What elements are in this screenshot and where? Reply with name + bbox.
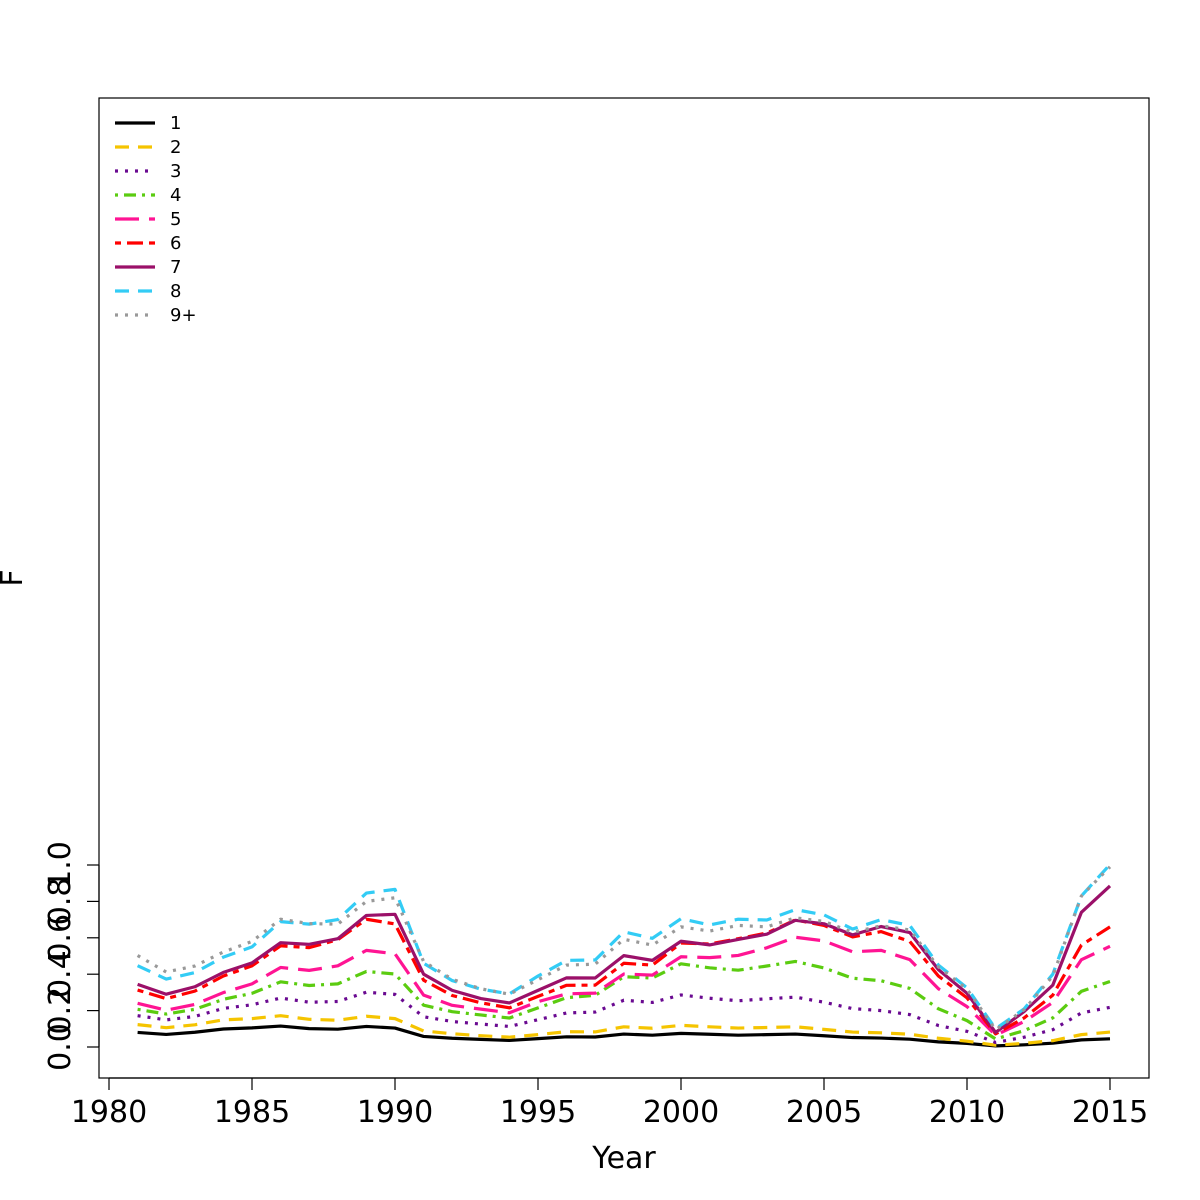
legend-label: 8	[170, 281, 181, 302]
x-axis-title: Year	[591, 1141, 656, 1176]
x-axis: 1980 1985 1990 1995 2000 2005 2010 2015	[71, 1077, 1148, 1130]
legend-label: 5	[170, 209, 181, 230]
x-tick-label: 2005	[786, 1095, 862, 1130]
x-tick-label: 2010	[929, 1095, 1005, 1130]
series-line-9plus	[136, 865, 1112, 1032]
y-tick-label: 0.4	[43, 950, 78, 998]
y-tick-label: 0.8	[43, 878, 78, 926]
series-line-5	[137, 935, 1111, 1037]
legend-label: 1	[170, 113, 181, 134]
legend-label: 6	[170, 233, 181, 254]
series-line-3	[137, 990, 1111, 1045]
y-tick-label: 0.0	[43, 1023, 78, 1071]
series-line-2	[137, 1014, 1111, 1047]
series-group	[136, 863, 1112, 1048]
x-tick-label: 1985	[214, 1095, 290, 1130]
series-line-4	[137, 959, 1111, 1041]
x-tick-label: 2015	[1072, 1095, 1148, 1130]
legend-label: 3	[170, 161, 181, 182]
plot-frame	[98, 97, 1150, 1079]
legend: 1 2 3 4 5 6 7 8 9+	[115, 113, 197, 326]
x-tick-label: 1995	[500, 1095, 576, 1130]
x-tick-label: 1980	[71, 1095, 147, 1130]
x-tick-label: 1990	[357, 1095, 433, 1130]
y-axis-title: F	[0, 569, 30, 586]
y-tick-label: 1.0	[43, 841, 78, 889]
legend-label: 2	[170, 137, 181, 158]
y-axis: 0.00.20.40.60.81.0	[43, 841, 100, 1071]
series-line-1	[137, 1024, 1111, 1048]
y-tick-label: 0.6	[43, 914, 78, 962]
legend-label: 9+	[170, 305, 197, 326]
series-line-6	[137, 917, 1111, 1036]
series-line-7	[137, 884, 1112, 1035]
legend-label: 7	[170, 257, 181, 278]
legend-label: 4	[170, 185, 181, 206]
y-tick-label: 0.2	[43, 987, 78, 1035]
x-tick-label: 2000	[643, 1095, 719, 1130]
